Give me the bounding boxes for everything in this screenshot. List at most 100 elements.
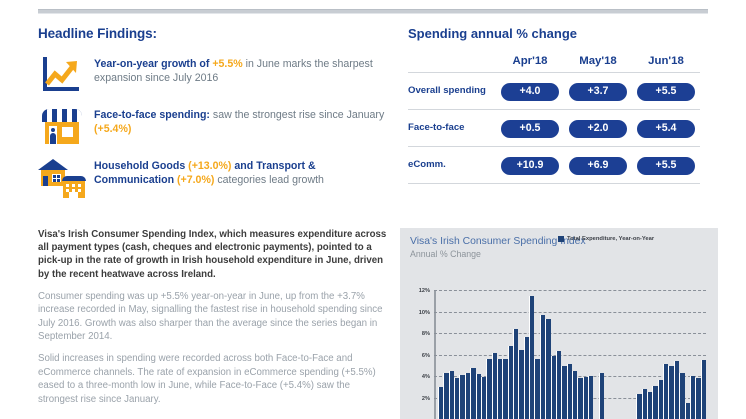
list-item: Face-to-face spending: saw the strongest… <box>38 106 388 148</box>
chart-bar <box>689 376 696 419</box>
bullet-1-part-1: +5.5% <box>212 58 243 70</box>
headline-findings-title: Headline Findings: <box>38 26 157 41</box>
chart-bar <box>679 372 685 419</box>
chart-bar <box>545 319 551 419</box>
bullet-1-part-2: in June marks the sharpest expansion sin… <box>94 58 373 85</box>
spending-table-section: Spending annual % change Apr'18 May'18 J… <box>408 26 708 184</box>
value-pill: +3.7 <box>569 83 627 101</box>
cell-ecomm-may: +6.9 <box>564 146 632 183</box>
y-axis-tick-label: 4% <box>421 374 430 380</box>
chart-bar <box>550 355 556 419</box>
chart-bar <box>507 345 514 419</box>
col-header-apr: Apr'18 <box>512 55 548 67</box>
chart-bar <box>555 351 562 419</box>
chart-bar <box>582 377 589 419</box>
chart-bar <box>598 372 605 419</box>
chart-bar <box>684 402 690 419</box>
chart-bar <box>588 376 594 419</box>
headline-bullet-list: Year-on-year growth of +5.5% in June mar… <box>38 55 388 199</box>
body-paragraph-1: Consumer spending was up +5.5% year-on-y… <box>38 290 383 343</box>
chart-plot-area: 2% 4% 6% 8% 10% 12% <box>419 288 706 419</box>
chart-bar <box>561 366 567 419</box>
bullet-3-part-0: Household Goods <box>94 160 189 172</box>
table-row: eComm. +10.9 +6.9 +5.5 <box>408 146 700 183</box>
bullet-3-part-3: Transport & Communication <box>94 160 316 187</box>
top-divider <box>38 9 708 14</box>
house-building-icon <box>38 157 86 199</box>
storefront-icon <box>38 106 86 148</box>
value-pill: +2.0 <box>569 120 627 138</box>
chart-bar <box>496 358 503 419</box>
chart-subtitle: Annual % Change <box>410 249 481 259</box>
chart-bar <box>668 366 674 419</box>
chart-bar <box>539 314 546 419</box>
cell-f2f-jun: +5.4 <box>632 109 700 147</box>
chart-bar <box>647 392 653 419</box>
bullet-text-3: Household Goods (+13.0%) and Transport &… <box>94 157 388 188</box>
chart-bar <box>464 372 471 419</box>
chart-bar <box>480 377 487 419</box>
table-bottom-divider <box>408 183 700 184</box>
y-axis-tick-label: 12% <box>418 288 430 294</box>
chart-bar <box>657 380 664 419</box>
y-axis-tick-label: 6% <box>421 352 430 359</box>
bullet-2-part-2: (+5.4%) <box>94 123 132 136</box>
bullet-text-2: Face-to-face spending: saw the strongest… <box>94 106 388 137</box>
cell-ecomm-apr: +10.9 <box>496 146 564 183</box>
y-axis-tick-label: 2% <box>421 395 430 402</box>
table-row: Overall spending +4.0 +3.7 +5.5 <box>408 72 700 110</box>
gridline: 6% <box>422 353 706 359</box>
lead-paragraph: Visa's Irish Consumer Spending Index, wh… <box>38 229 387 280</box>
list-item: Year-on-year growth of +5.5% in June mar… <box>38 55 388 97</box>
chart-bar <box>470 368 476 419</box>
headline-findings-section: Headline Findings: Year-on-year growth o… <box>38 26 388 208</box>
chart-bar <box>459 374 465 419</box>
chart-bar <box>513 328 519 419</box>
chart-legend: Total Expenditure, Year-on-Year <box>558 236 654 242</box>
chart-bar <box>566 364 572 419</box>
chart-bar <box>443 372 449 419</box>
bullet-2-part-0: Face-to-face spending: <box>94 109 210 121</box>
bullet-2-part-1: saw the strongest rise since January <box>209 109 385 121</box>
value-pill: +6.9 <box>569 157 627 175</box>
chart-bar <box>695 378 701 419</box>
chart-bar <box>454 378 460 419</box>
gridline: 10% <box>419 310 706 316</box>
row-label-ecomm: eComm. <box>408 146 496 183</box>
list-item: Household Goods (+13.0%) and Transport &… <box>38 157 388 199</box>
chart-bar <box>448 370 455 419</box>
col-header-blank <box>408 55 496 73</box>
bullet-3-part-1: (+13.0%) <box>188 160 232 172</box>
article-body: Visa's Irish Consumer Spending Index, wh… <box>38 228 390 415</box>
table-row: Face-to-face +0.5 +2.0 +5.4 <box>408 109 700 147</box>
chart-bar <box>700 359 706 419</box>
bullet-3-part-5: categories lead growth <box>214 174 324 187</box>
value-pill: +5.5 <box>637 157 695 175</box>
cell-overall-may: +3.7 <box>564 72 632 110</box>
cell-overall-jun: +5.5 <box>632 72 700 110</box>
chart-bar <box>663 364 669 419</box>
chart-bar <box>673 360 680 419</box>
chart-bar <box>534 358 540 419</box>
bullet-3-part-2: and <box>231 160 257 172</box>
chart-bar <box>518 350 524 419</box>
cell-ecomm-jun: +5.5 <box>632 146 700 183</box>
value-pill: +5.5 <box>637 83 695 101</box>
legend-label: Total Expenditure, Year-on-Year <box>567 236 655 242</box>
value-pill: +5.4 <box>637 120 695 138</box>
y-axis-tick-label: 10% <box>418 309 430 316</box>
growth-chart-icon <box>38 55 86 97</box>
table-header-row: Apr'18 May'18 Jun'18 <box>408 55 700 73</box>
col-header-jun: Jun'18 <box>648 55 684 67</box>
spending-index-chart-panel: Visa's Irish Consumer Spending Index Ann… <box>400 228 718 419</box>
chart-bar <box>486 358 492 419</box>
cell-overall-apr: +4.0 <box>496 72 564 110</box>
chart-bar <box>636 394 642 419</box>
chart-bar <box>571 370 578 419</box>
value-pill: +0.5 <box>501 120 559 138</box>
chart-bar <box>577 378 583 419</box>
bullet-1-part-0: Year-on-year growth of <box>94 58 213 70</box>
bullet-3-part-4: (+7.0%) <box>177 174 215 187</box>
chart-title: Visa's Irish Consumer Spending Index <box>410 236 586 247</box>
